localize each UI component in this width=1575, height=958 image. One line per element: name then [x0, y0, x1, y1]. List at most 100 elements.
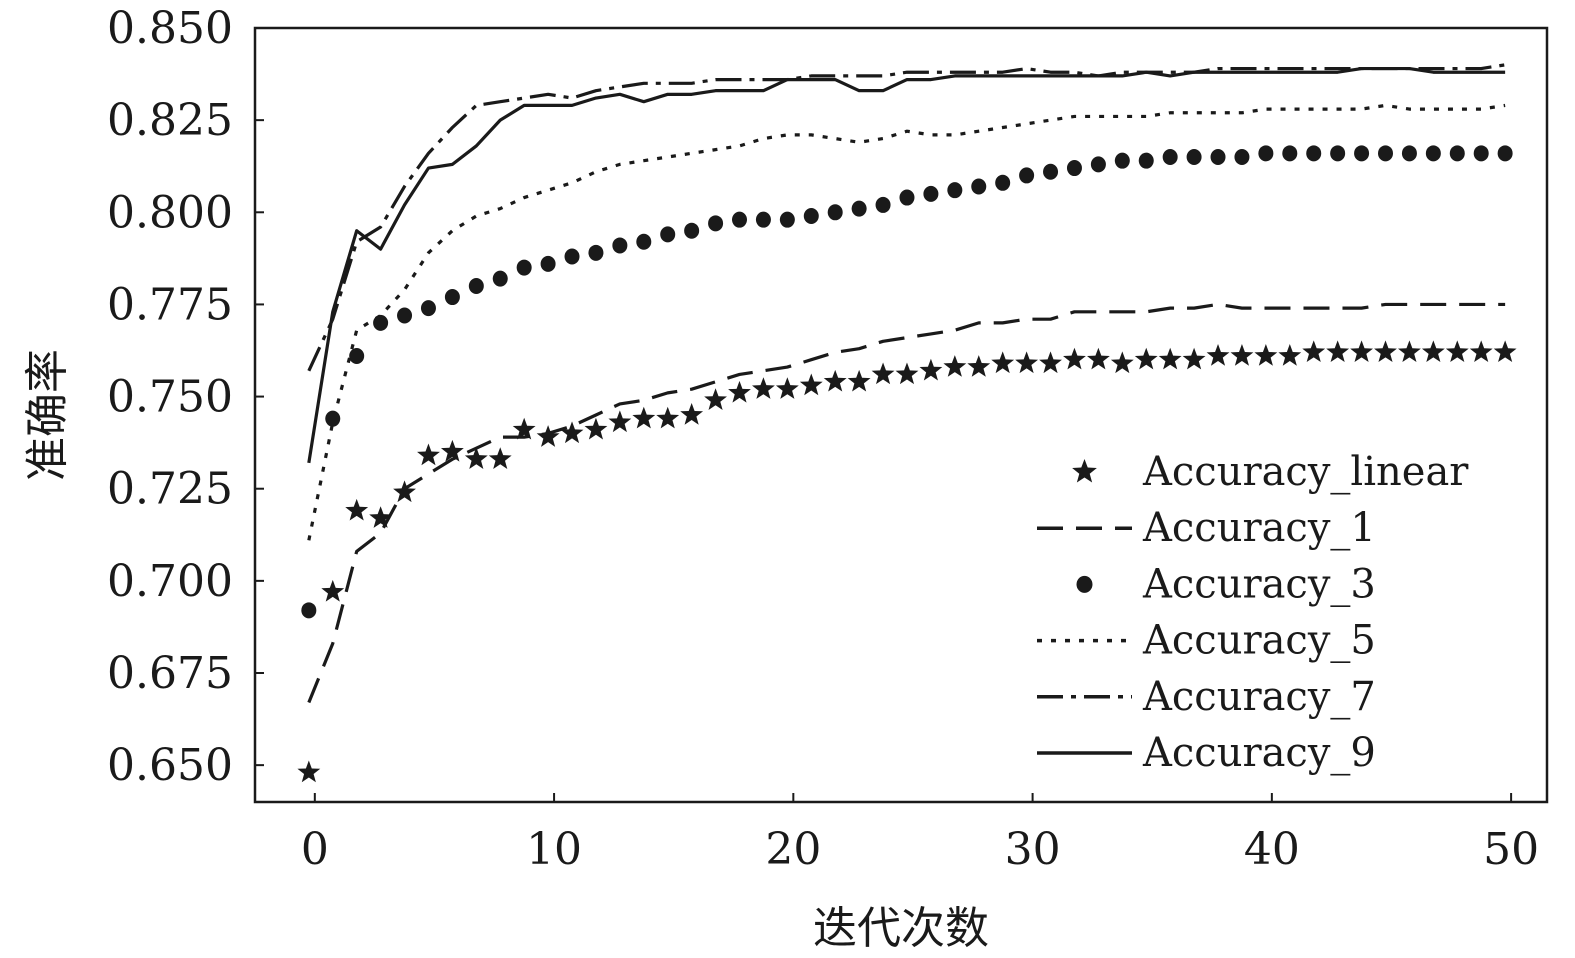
- point-accuracy-3: [755, 211, 771, 228]
- point-accuracy-linear: [1254, 344, 1278, 366]
- point-accuracy-3: [851, 200, 867, 217]
- point-accuracy-linear: [799, 373, 823, 396]
- point-accuracy-3: [1090, 156, 1106, 173]
- legend-label-accuracy-7: Accuracy_7: [1142, 674, 1376, 720]
- y-tick-label: 0.775: [107, 279, 233, 330]
- point-accuracy-3: [995, 174, 1011, 191]
- series-line-accuracy-1: [307, 302, 1506, 704]
- point-accuracy-3: [1210, 149, 1226, 165]
- point-accuracy-3: [444, 289, 460, 306]
- x-tick-label: 10: [526, 824, 582, 875]
- point-accuracy-linear: [991, 351, 1015, 374]
- point-accuracy-3: [971, 178, 987, 195]
- x-tick-label: 0: [301, 824, 329, 875]
- point-accuracy-linear: [967, 355, 991, 377]
- point-accuracy-3: [397, 307, 413, 324]
- point-accuracy-3: [1378, 145, 1393, 162]
- point-accuracy-linear: [728, 380, 751, 403]
- point-accuracy-3: [684, 222, 700, 239]
- legend-swatch-accuracy-linear: [1072, 459, 1097, 483]
- y-tick-label: 0.825: [107, 95, 233, 146]
- point-accuracy-3: [732, 211, 747, 228]
- point-accuracy-linear: [584, 417, 608, 440]
- x-tick-label: 40: [1244, 824, 1300, 875]
- point-accuracy-3: [1449, 145, 1465, 162]
- point-accuracy-3: [1497, 145, 1513, 162]
- point-accuracy-linear: [369, 506, 393, 528]
- point-accuracy-3: [875, 196, 891, 213]
- legend-label-accuracy-linear: Accuracy_linear: [1142, 449, 1469, 495]
- point-accuracy-3: [1282, 145, 1298, 162]
- y-tick-label: 0.650: [107, 740, 233, 791]
- point-accuracy-linear: [1182, 347, 1206, 370]
- point-accuracy-3: [1043, 163, 1059, 180]
- legend-swatch-accuracy-3: [1076, 575, 1093, 593]
- series-layer: [307, 63, 1506, 704]
- point-accuracy-3: [612, 237, 628, 254]
- point-accuracy-linear: [632, 406, 656, 429]
- point-accuracy-3: [1186, 149, 1202, 165]
- y-tick-label: 0.850: [107, 3, 233, 54]
- point-accuracy-3: [1019, 167, 1035, 184]
- legend-label-accuracy-9: Accuracy_9: [1142, 730, 1376, 776]
- y-tick-label: 0.700: [107, 556, 233, 607]
- point-accuracy-linear: [1350, 340, 1373, 363]
- point-accuracy-linear: [943, 355, 967, 377]
- point-accuracy-3: [660, 226, 676, 243]
- point-accuracy-linear: [1015, 351, 1039, 374]
- point-accuracy-linear: [919, 358, 943, 381]
- y-tick-label: 0.725: [107, 464, 233, 515]
- point-accuracy-linear: [1302, 340, 1326, 363]
- y-tick-label: 0.800: [107, 187, 233, 238]
- point-accuracy-3: [1306, 145, 1322, 162]
- point-accuracy-3: [1258, 145, 1274, 162]
- point-accuracy-3: [588, 244, 604, 261]
- point-accuracy-3: [1425, 145, 1441, 162]
- point-accuracy-linear: [1398, 340, 1421, 363]
- point-accuracy-linear: [823, 369, 847, 392]
- point-accuracy-linear: [1158, 347, 1182, 370]
- point-accuracy-3: [827, 204, 843, 221]
- point-accuracy-linear: [1374, 340, 1397, 363]
- series-line-accuracy-9: [307, 66, 1506, 464]
- point-accuracy-3: [1162, 149, 1178, 165]
- point-accuracy-3: [1234, 149, 1250, 165]
- point-accuracy-linear: [608, 410, 632, 433]
- point-accuracy-linear: [440, 439, 464, 462]
- point-accuracy-linear: [752, 377, 775, 399]
- y-tick-label: 0.750: [107, 372, 233, 423]
- point-accuracy-3: [540, 255, 556, 272]
- axis-ticks: 0 10 20 30 40 50 0.650 0.675 0.700 0.725 0.750 0.77…: [107, 3, 1539, 875]
- point-accuracy-3: [564, 248, 580, 265]
- point-accuracy-linear: [1039, 351, 1062, 374]
- point-accuracy-3: [947, 182, 963, 199]
- marker-layer: [297, 145, 1517, 783]
- series-line-accuracy-7: [307, 63, 1506, 372]
- point-accuracy-linear: [1445, 340, 1469, 363]
- point-accuracy-3: [420, 300, 436, 317]
- point-accuracy-3: [1066, 160, 1082, 177]
- point-accuracy-linear: [1063, 347, 1086, 370]
- point-accuracy-linear: [871, 362, 895, 385]
- point-accuracy-linear: [297, 760, 321, 783]
- point-accuracy-linear: [488, 447, 512, 469]
- point-accuracy-3: [301, 602, 317, 619]
- point-accuracy-linear: [536, 425, 560, 447]
- point-accuracy-linear: [464, 447, 488, 469]
- x-axis-label: 迭代次数: [813, 903, 989, 954]
- point-accuracy-linear: [775, 377, 799, 399]
- point-accuracy-3: [325, 410, 341, 427]
- point-accuracy-linear: [417, 443, 440, 466]
- point-accuracy-3: [468, 278, 484, 294]
- y-tick-label: 0.675: [107, 648, 233, 699]
- point-accuracy-linear: [704, 388, 727, 410]
- point-accuracy-linear: [512, 417, 536, 440]
- legend: Accuracy_linear Accuracy_1 Accuracy_3 Accur…: [1037, 449, 1469, 776]
- point-accuracy-3: [492, 270, 508, 287]
- x-tick-label: 50: [1483, 824, 1539, 875]
- point-accuracy-linear: [680, 403, 704, 425]
- point-accuracy-3: [1401, 145, 1417, 162]
- point-accuracy-linear: [345, 498, 369, 521]
